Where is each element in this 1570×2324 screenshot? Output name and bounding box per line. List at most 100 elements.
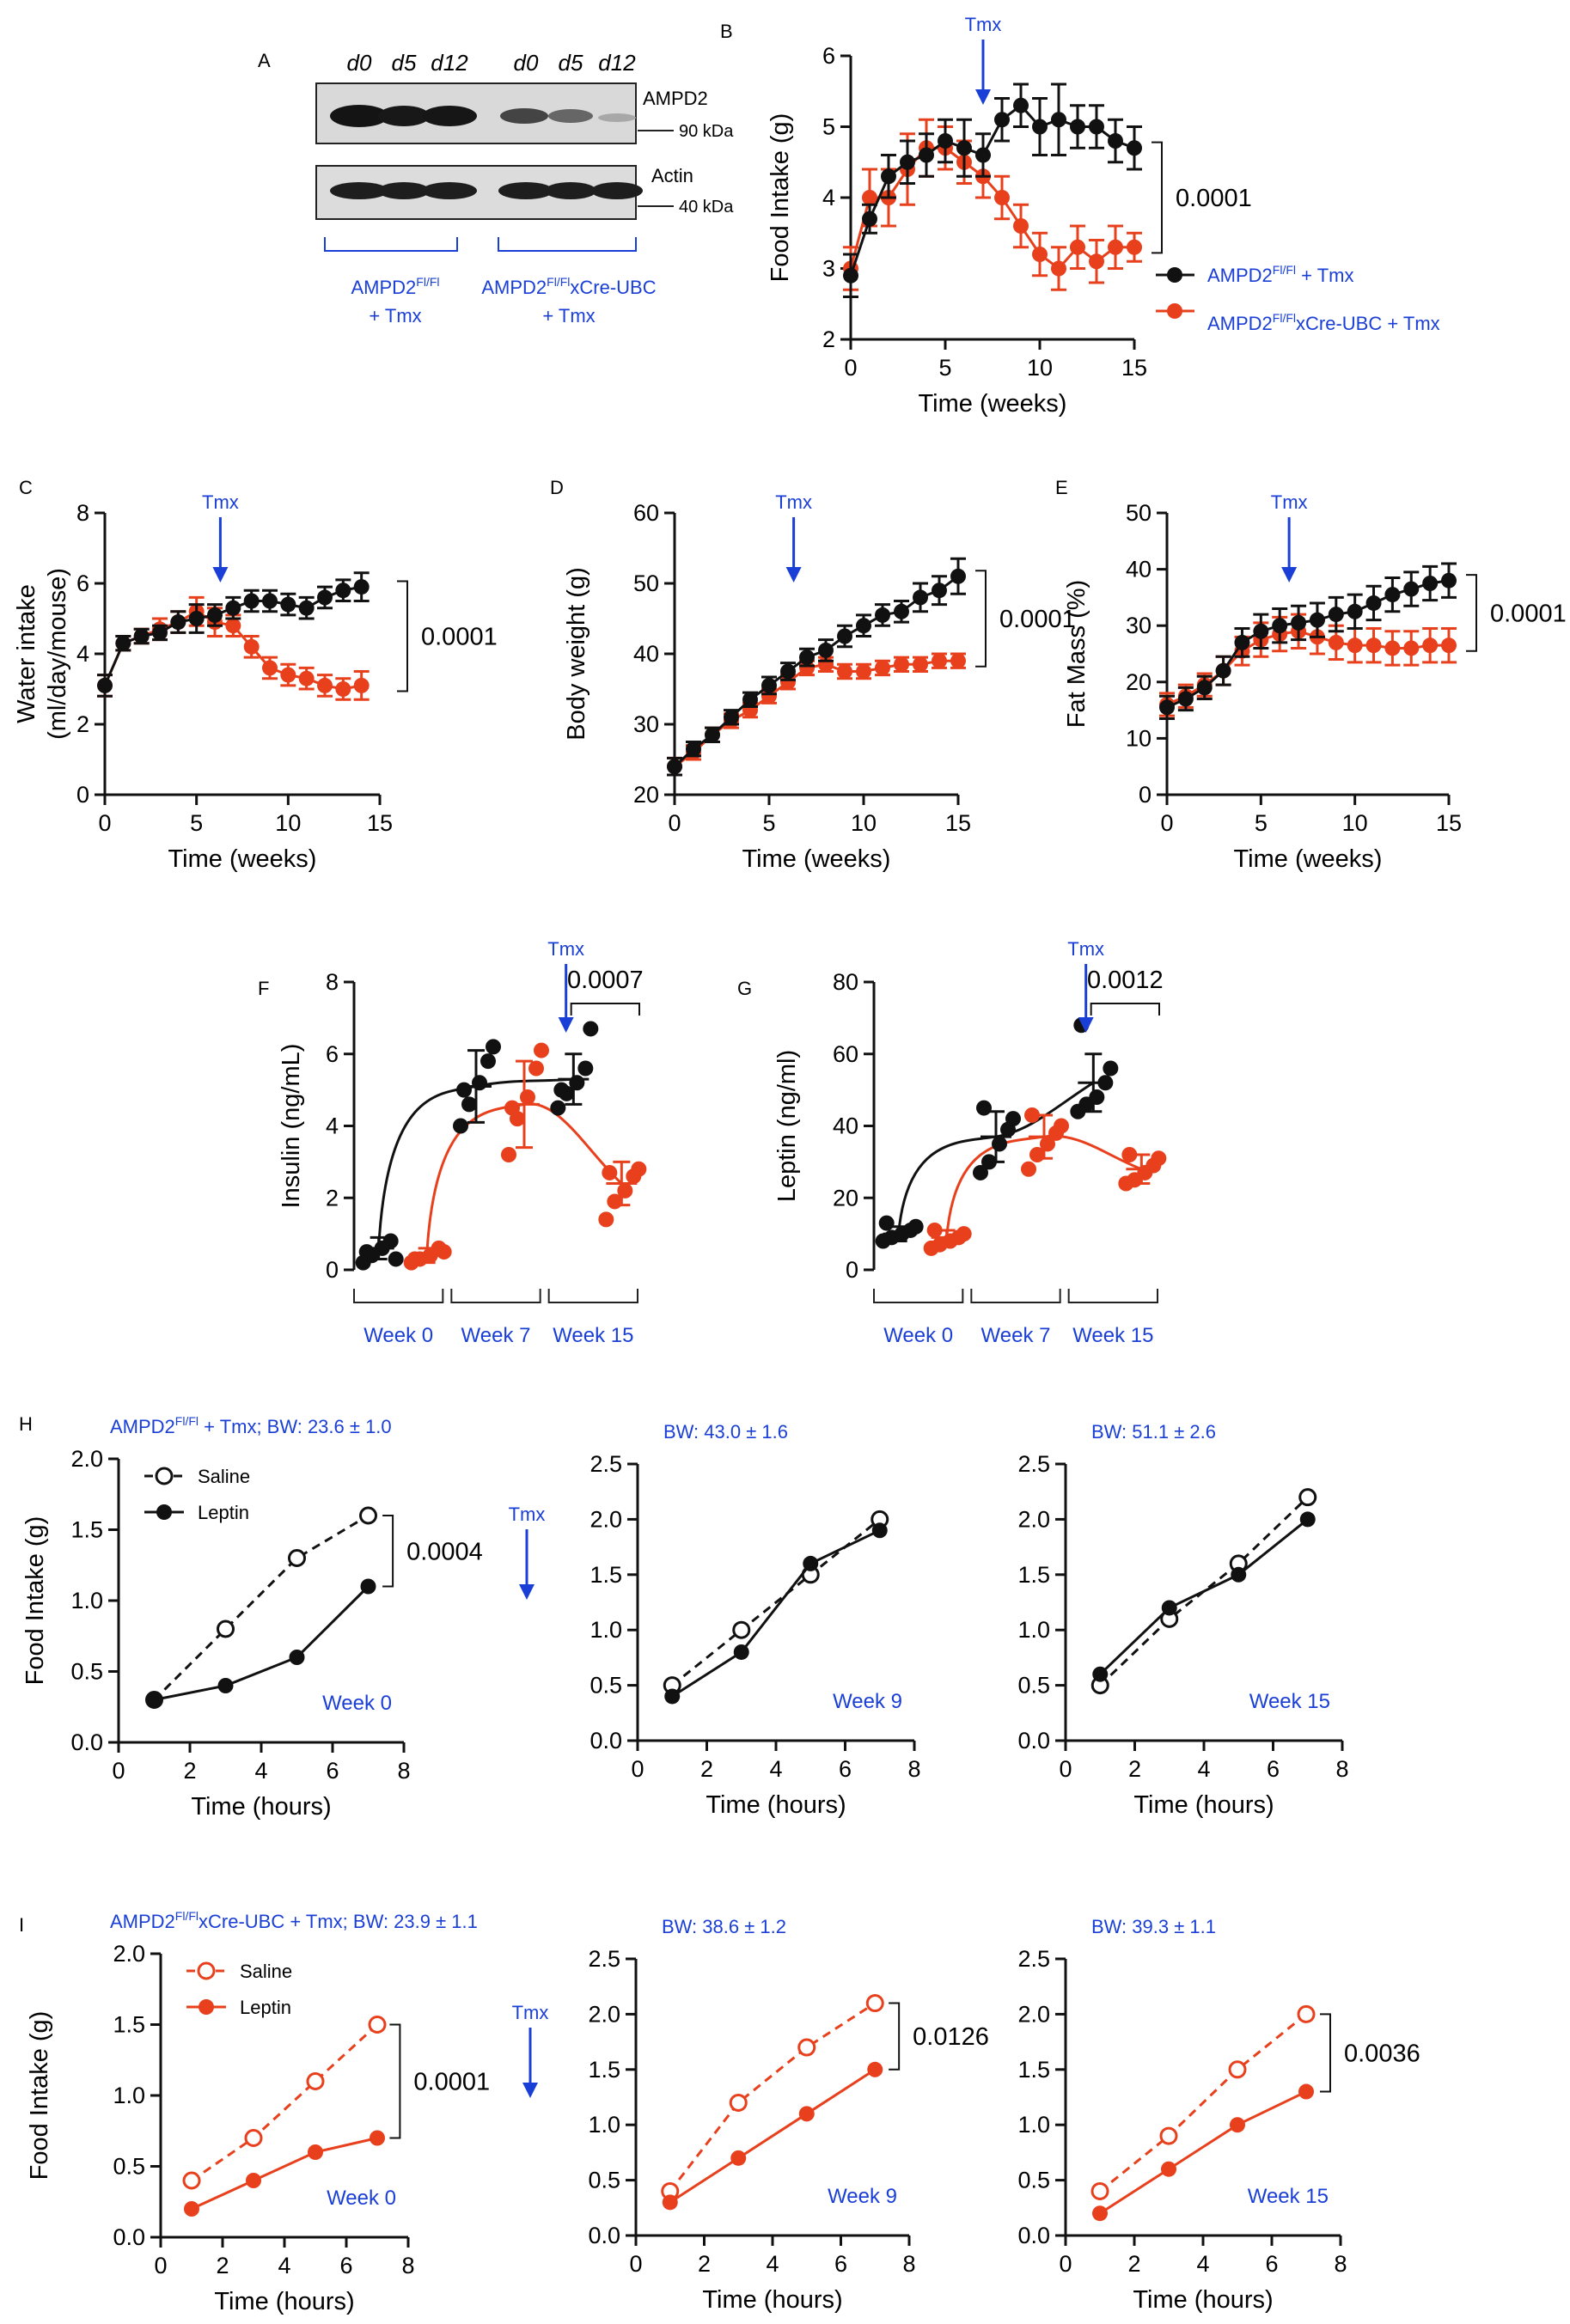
y-tick-label: 2 (326, 1185, 339, 1211)
chart-b: 2 3 4 5 6 0 5 10 15 Time (weeks) Food Intake (g) Tm… (767, 14, 1252, 418)
data-point (1297, 2004, 1316, 2023)
y-axis-label: Food Intake (g) (767, 113, 794, 283)
data-point (1121, 1147, 1138, 1162)
data-point (856, 618, 871, 634)
data-point (956, 1226, 972, 1242)
data-point (1089, 119, 1104, 135)
data-point (453, 1118, 468, 1134)
data-point (225, 618, 241, 634)
series-line (191, 2023, 379, 2182)
x-tick-label: 8 (401, 2253, 414, 2278)
y-tick-label: 1.5 (588, 2057, 620, 2083)
data-point (243, 593, 260, 609)
y-tick-label: 10 (1126, 725, 1152, 751)
blot-band (591, 182, 643, 199)
series-leptin (1092, 2083, 1314, 2222)
data-point (932, 653, 947, 669)
data-point (298, 670, 315, 686)
data-point (1032, 119, 1048, 135)
chart-f: 0 2 4 6 8 Insulin (ng/mL) Week 0 Week 7 Week 15 T… (278, 938, 647, 1347)
group-label: Week 7 (981, 1324, 1051, 1347)
x-tick-label: 8 (907, 1756, 920, 1782)
data-point (1151, 1150, 1167, 1167)
y-tick-label: 6 (76, 570, 89, 596)
chart-title-part: + Tmx; BW: 23.6 ± 1.0 (199, 1416, 392, 1437)
series-saline (663, 1510, 889, 1695)
y-tick-label: 2.0 (113, 1941, 145, 1967)
band-name: Actin (651, 165, 693, 186)
x-axis-label: Time (hours) (1133, 2286, 1273, 2314)
data-point (975, 147, 991, 163)
data-point (1253, 623, 1269, 639)
chart-g: 0 20 40 60 80 Leptin (ng/ml) Week 0 Week 7 Week … (773, 938, 1167, 1347)
data-point (878, 1215, 895, 1231)
data-point (1231, 1566, 1247, 1583)
data-point (288, 1549, 306, 1567)
significance-bracket (1152, 141, 1163, 254)
x-tick-label: 4 (278, 2253, 290, 2278)
x-axis-label: Time (weeks) (919, 390, 1067, 418)
y-tick-label: 30 (633, 711, 659, 737)
week-label: Week 15 (1248, 2185, 1329, 2208)
series-line (1099, 2013, 1307, 2193)
band-marker: 40 kDa (679, 198, 734, 217)
data-point (217, 1678, 234, 1693)
x-tick-label: 2 (1128, 1756, 1141, 1782)
data-point (607, 1193, 623, 1210)
chart-title: BW: 39.3 ± 1.1 (1091, 1916, 1216, 1937)
y-tick-label: 0.5 (113, 2154, 145, 2180)
tmx-arrow-head (212, 567, 229, 583)
x-tick-label: 0 (112, 1758, 125, 1784)
data-point (1161, 2161, 1176, 2177)
data-point (1291, 614, 1307, 631)
data-point (388, 1251, 404, 1267)
data-point (994, 190, 1010, 205)
tmx-arrow-head (1078, 1017, 1094, 1033)
series-black (667, 557, 966, 777)
y-axis-label: Food Intake (g) (26, 2011, 53, 2181)
data-point (1298, 2083, 1314, 2100)
series-line (669, 2002, 877, 2193)
data-point (894, 603, 909, 619)
legend-label: Leptin (240, 1997, 291, 2018)
significance-bracket (1320, 2013, 1331, 2093)
data-point (919, 147, 934, 163)
data-point (1092, 1666, 1109, 1682)
p-value: 0.0001 (1490, 600, 1567, 627)
week-label: Week 9 (828, 2185, 897, 2208)
x-tick-label: 10 (1342, 810, 1368, 836)
data-point (797, 2038, 816, 2057)
lane-label: d0 (514, 50, 539, 76)
series-line (1099, 1518, 1309, 1675)
chart-h1: 0.0 0.5 1.0 1.5 2.0 0 2 4 6 8 Time (hours) Food Int… (21, 1414, 483, 1821)
data-point (1328, 607, 1344, 623)
week-label: Week 0 (327, 2187, 396, 2210)
tmx-arrow-head (519, 1584, 535, 1600)
group-label: Week 15 (553, 1324, 633, 1347)
data-point (1298, 1488, 1317, 1507)
y-tick-label: 0.5 (588, 2168, 620, 2193)
tmx-label: Tmx (965, 14, 1002, 35)
x-tick-label: 4 (1196, 2251, 1209, 2277)
x-tick-label: 0 (844, 355, 857, 381)
data-point (705, 727, 720, 743)
data-point (938, 133, 953, 149)
p-value: 0.0001 (1176, 185, 1252, 212)
data-point (1089, 253, 1104, 270)
data-point (1230, 2117, 1245, 2133)
legend-marker (156, 1504, 172, 1520)
x-tick-label: 0 (629, 2251, 642, 2277)
data-point (994, 112, 1010, 128)
data-point (1365, 637, 1382, 654)
y-tick-label: 1.0 (590, 1617, 622, 1643)
data-point (1108, 133, 1123, 149)
chart-title-part: xCre-UBC + Tmx; BW: 23.9 ± 1.1 (199, 1911, 478, 1932)
y-tick-label: 1.0 (1017, 2112, 1050, 2138)
y-tick-label: 20 (833, 1185, 858, 1211)
panel-letter-c: C (19, 477, 33, 498)
y-tick-label: 4 (326, 1113, 339, 1139)
data-point (780, 674, 796, 690)
data-point (1328, 634, 1344, 650)
x-tick-label: 8 (397, 1758, 410, 1784)
tmx-label: Tmx (509, 1504, 546, 1525)
